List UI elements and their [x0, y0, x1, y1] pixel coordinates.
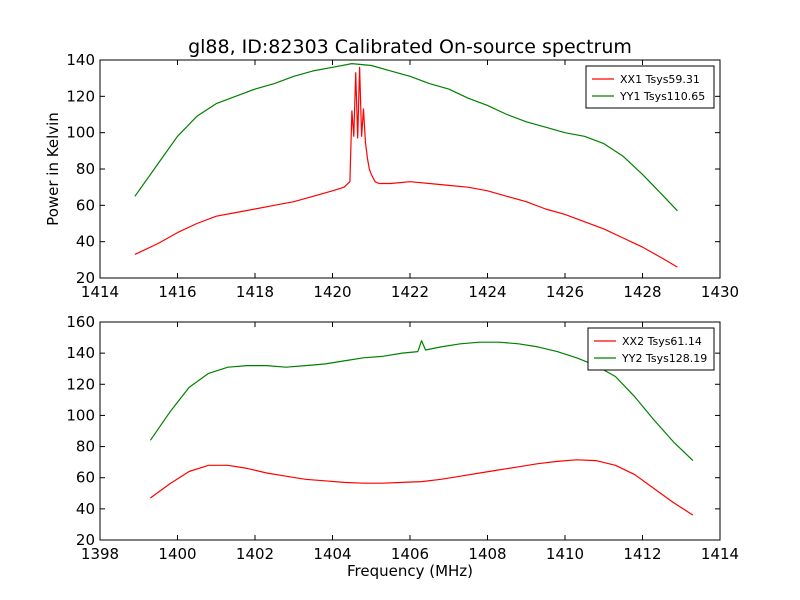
x-tick-label: 1408 [468, 545, 506, 563]
x-tick-label: 1414 [81, 283, 119, 301]
y-tick-label: 60 [76, 196, 95, 214]
y-tick-label: 120 [66, 375, 95, 393]
x-axis-label: Frequency (MHz) [347, 562, 473, 580]
y-tick-label: 20 [76, 531, 95, 549]
x-tick-label: 1414 [701, 545, 739, 563]
series-line-0-1 [134, 62, 678, 212]
y-tick-label: 160 [66, 313, 95, 331]
legend-box [585, 65, 715, 109]
y-tick-label: 20 [76, 269, 95, 287]
y-tick-label: 40 [76, 233, 95, 251]
y-tick-label: 100 [66, 124, 95, 142]
x-tick-label: 1416 [158, 283, 196, 301]
x-tick-label: 1398 [81, 545, 119, 563]
y-tick-label: 140 [66, 51, 95, 69]
x-tick-label: 1422 [391, 283, 429, 301]
y-tick-label: 80 [76, 438, 95, 456]
top-plot: 1414 1416 1418 1420 1422 1424 1426 1428 1430 20 40… [44, 51, 739, 301]
x-tick-label: 1410 [546, 545, 584, 563]
x-tick-label: 1400 [158, 545, 196, 563]
y-tick-label: 40 [76, 500, 95, 518]
series-line-1-0 [150, 459, 694, 516]
x-tick-label: 1406 [391, 545, 429, 563]
x-tick-label: 1412 [623, 545, 661, 563]
x-tick-label: 1426 [546, 283, 584, 301]
series-line-0-0 [134, 66, 678, 268]
y-axis-label: Power in Kelvin [44, 112, 62, 226]
y-tick-label: 140 [66, 344, 95, 362]
x-tick-label: 1428 [623, 283, 661, 301]
legend-label: XX1 Tsys59.31 [620, 73, 700, 86]
y-tick-label: 80 [76, 160, 95, 178]
x-tick-label: 1404 [313, 545, 351, 563]
bottom-plot: 1398 1400 1402 1404 1406 1408 1410 1412 1414 20 40… [66, 313, 739, 580]
x-tick-label: 1424 [468, 283, 506, 301]
x-tick-label: 1402 [236, 545, 274, 563]
legend-label: YY2 Tsys128.19 [621, 352, 707, 365]
y-tick-label: 100 [66, 406, 95, 424]
y-tick-label: 60 [76, 469, 95, 487]
x-tick-label: 1418 [236, 283, 274, 301]
legend-box [587, 327, 715, 371]
x-tick-label: 1430 [701, 283, 739, 301]
legend-1: XX2 Tsys61.14 YY2 Tsys128.19 [587, 327, 715, 371]
legend-0: XX1 Tsys59.31 YY1 Tsys110.65 [585, 65, 715, 109]
y-tick-label: 120 [66, 87, 95, 105]
legend-label: XX2 Tsys61.14 [622, 335, 702, 348]
figure-title: gl88, ID:82303 Calibrated On-source spec… [188, 36, 632, 58]
x-tick-label: 1420 [313, 283, 351, 301]
legend-label: YY1 Tsys110.65 [619, 90, 705, 103]
